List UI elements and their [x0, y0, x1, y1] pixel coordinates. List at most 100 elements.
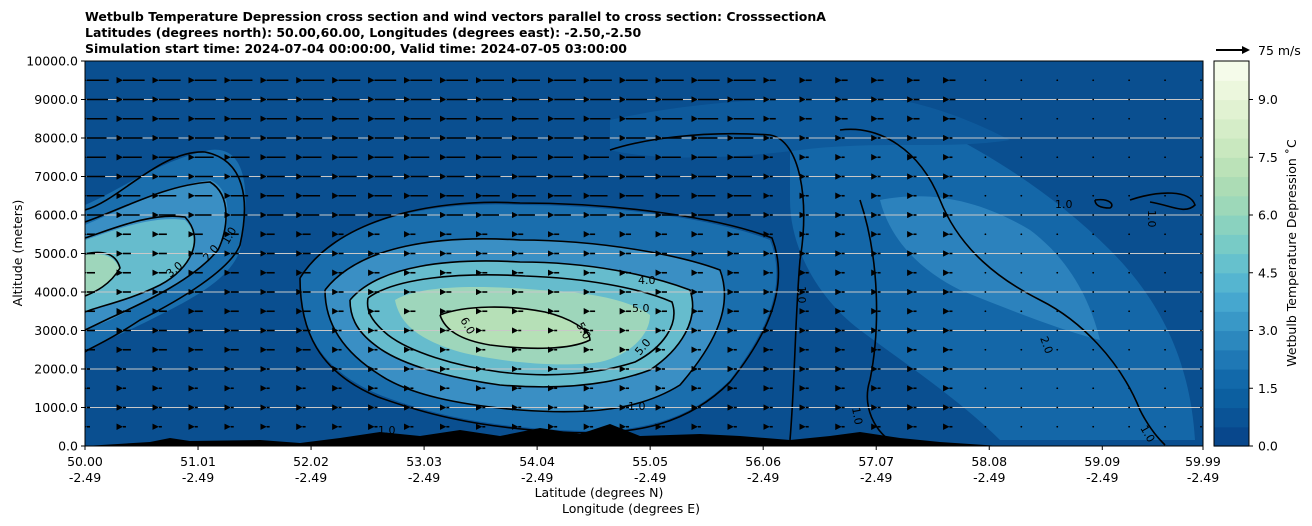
y-tick-label: 9000.0 [34, 92, 78, 107]
wind-vector [1200, 310, 1202, 313]
wind-vector [1092, 175, 1095, 178]
wind-vector [984, 387, 987, 390]
wind-vector [1056, 425, 1059, 428]
wind-vector [984, 406, 987, 409]
wind-vector [1128, 98, 1131, 101]
y-tick-label: 7000.0 [34, 169, 78, 184]
wind-vector [1164, 387, 1166, 390]
wind-vector [1128, 233, 1131, 236]
wind-vector [1164, 233, 1166, 236]
wind-vector [1200, 291, 1202, 293]
wind-vector [1056, 194, 1059, 197]
wind-vector [1020, 291, 1023, 293]
colorbar-band [1214, 272, 1249, 293]
x-tick-label-lon: -2.49 [69, 470, 101, 485]
contour-label: 1.0 [795, 286, 808, 304]
y-tick-label: 5000.0 [34, 246, 78, 261]
wind-vector [1092, 79, 1095, 82]
wind-vector [1200, 252, 1202, 255]
wind-vector [1164, 175, 1166, 178]
wind-vector [984, 98, 987, 101]
y-tick-label: 2000.0 [34, 362, 78, 377]
wind-vector [1164, 329, 1166, 332]
wind-vector [1200, 329, 1202, 332]
wind-vector [1128, 271, 1131, 274]
colorbar-band [1214, 369, 1249, 389]
wind-vector [1056, 175, 1059, 178]
contour-label: 5.0 [632, 302, 650, 315]
wind-vector [1056, 252, 1059, 255]
wind-vector [1200, 348, 1202, 351]
wind-vector [1128, 329, 1131, 332]
wind-vector [1128, 252, 1131, 255]
colorbar-band [1214, 176, 1249, 197]
wind-vector [984, 79, 987, 82]
wind-vector [1164, 98, 1166, 101]
wind-vector [1020, 233, 1023, 236]
wind-vector [1020, 194, 1023, 197]
y-tick-label: 3000.0 [34, 323, 78, 338]
wind-vector [1020, 387, 1023, 390]
y-tick-label: 4000.0 [34, 285, 78, 300]
wind-vector [1056, 368, 1059, 370]
x-tick-label-lat: 51.01 [180, 454, 216, 469]
colorbar-label: Wetbulb Temperature Depression ˚C [1284, 139, 1299, 367]
wind-vector [1164, 214, 1166, 216]
wind-vector [1200, 368, 1202, 370]
wind-vector [1092, 425, 1095, 428]
title-line-2: Latitudes (degrees north): 50.00,60.00, … [85, 25, 642, 40]
colorbar-band [1214, 234, 1249, 255]
terrain [85, 424, 1000, 446]
wind-vector [1092, 387, 1095, 390]
wind-vector [1128, 137, 1131, 139]
wind-vector [984, 156, 987, 159]
wind-vector [1164, 137, 1166, 139]
y-tick-label: 8000.0 [34, 131, 78, 146]
contour-label: 2.0 [1037, 335, 1055, 356]
wind-vector [1200, 156, 1202, 159]
wind-vector [1056, 98, 1059, 101]
wind-vector [1164, 291, 1166, 293]
wind-vector [1056, 329, 1059, 332]
y-tick-label: 6000.0 [34, 208, 78, 223]
y-tick-label: 1000.0 [34, 400, 78, 415]
wind-vector [1020, 310, 1023, 313]
vector-key-label: 75 m/s [1258, 43, 1301, 58]
x-tick-label-lat: 57.07 [858, 454, 894, 469]
colorbar-band [1214, 80, 1249, 101]
wind-vector [1092, 214, 1095, 216]
wind-vector [1164, 194, 1166, 197]
contour-label: 1.0 [628, 400, 646, 413]
colorbar-band [1214, 330, 1249, 351]
colorbar-band [1214, 253, 1249, 274]
colorbar-band [1214, 99, 1249, 120]
wind-vector [1056, 348, 1059, 351]
colorbar-tick-label: 1.5 [1258, 381, 1278, 396]
wind-vector [1092, 348, 1095, 351]
wind-vector [1200, 406, 1202, 409]
x-tick-label-lat: 56.06 [745, 454, 781, 469]
contour-label: 4.0 [638, 274, 656, 287]
wind-vector [1056, 156, 1059, 159]
wind-vector [1128, 348, 1131, 351]
wind-vector [1200, 425, 1202, 428]
x-tick-label-lon: -2.49 [1086, 470, 1118, 485]
wind-vector [1092, 310, 1095, 313]
wind-vector [1020, 425, 1023, 428]
colorbar-tick-label: 0.0 [1258, 439, 1278, 454]
wind-vector [1200, 98, 1202, 101]
wind-vector [1128, 310, 1131, 313]
wind-vector [984, 194, 987, 197]
y-axis-label: Altitude (meters) [10, 200, 25, 307]
x-tick-label-lat: 52.02 [293, 454, 329, 469]
colorbar-band [1214, 138, 1249, 158]
wind-vector [1056, 291, 1059, 293]
colorbar-band [1214, 215, 1249, 235]
wind-vector [1056, 79, 1059, 82]
wind-vector [984, 137, 987, 139]
y-axis: 0.0 1000.0 2000.0 3000.0 4000.0 5000.0 6000.0 7… [26, 54, 85, 454]
wind-vector [1092, 271, 1095, 274]
wind-vector [984, 310, 987, 313]
contour-label: 1.0 [849, 406, 865, 425]
